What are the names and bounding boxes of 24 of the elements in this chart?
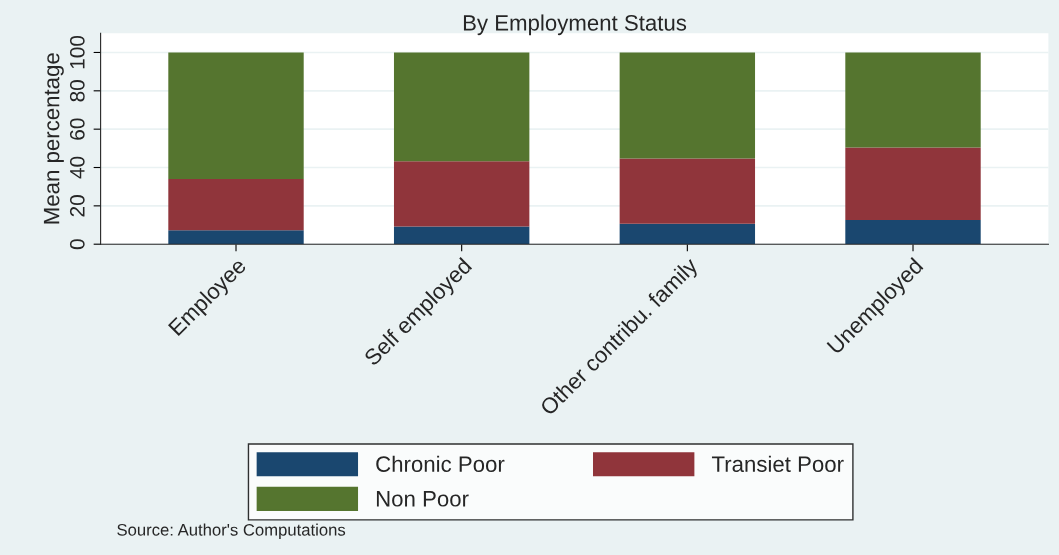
source-note: Source: Author's Computations [117, 523, 346, 540]
chart-title: By Employment Status [463, 14, 687, 36]
bar [845, 220, 981, 245]
bar [168, 179, 304, 231]
y-tick-label: 20 [69, 195, 85, 217]
bar [168, 52, 304, 180]
bar [168, 230, 304, 245]
bar [393, 226, 530, 245]
legend-label: Chronic Poor [376, 455, 505, 473]
legend-label: Non Poor [376, 491, 469, 507]
bar [845, 52, 981, 148]
y-tick-label: 0 [69, 239, 85, 250]
y-axis-title: Mean percentage [43, 53, 64, 224]
y-tick-label: 40 [69, 156, 85, 179]
bar [619, 223, 756, 245]
y-tick-label: 100 [69, 35, 85, 69]
y-tick-label: 60 [69, 118, 85, 140]
legend-label: Transiet Poor [711, 455, 844, 473]
bar [393, 52, 530, 162]
bar [845, 147, 981, 221]
bar [619, 158, 756, 224]
y-tick-label: 80 [69, 80, 85, 102]
bar [619, 52, 756, 159]
bar [393, 161, 530, 227]
